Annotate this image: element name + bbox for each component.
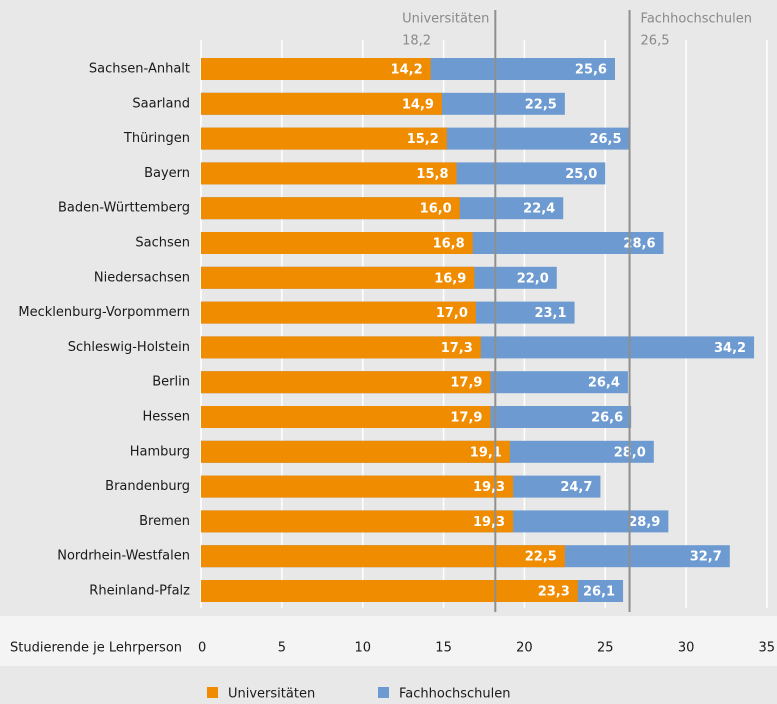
value-label: 16,9 bbox=[434, 271, 466, 286]
value-label: 17,0 bbox=[436, 306, 468, 321]
bar bbox=[201, 232, 473, 254]
category-label: Niedersachsen bbox=[94, 270, 190, 285]
value-label: 23,1 bbox=[534, 306, 566, 321]
legend-swatch bbox=[378, 687, 389, 698]
bar bbox=[201, 580, 578, 602]
value-label: 15,8 bbox=[416, 167, 448, 182]
value-label: 23,3 bbox=[538, 585, 570, 600]
reference-name: Universitäten bbox=[402, 12, 489, 27]
value-label: 14,2 bbox=[391, 63, 423, 78]
value-label: 22,4 bbox=[523, 202, 555, 217]
value-label: 16,0 bbox=[420, 202, 452, 217]
bar bbox=[201, 266, 475, 289]
value-label: 19,3 bbox=[473, 480, 505, 495]
bar bbox=[201, 58, 431, 80]
category-label: Mecklenburg-Vorpommern bbox=[18, 305, 190, 320]
value-label: 15,2 bbox=[407, 132, 439, 147]
x-axis-label: Studierende je Lehrperson bbox=[10, 641, 182, 656]
category-label: Nordrhein-Westfalen bbox=[57, 549, 190, 564]
value-label: 34,2 bbox=[714, 341, 746, 356]
x-tick-label: 20 bbox=[516, 641, 533, 656]
x-tick-label: 10 bbox=[354, 641, 371, 656]
reference-value: 26,5 bbox=[641, 34, 670, 49]
bar bbox=[201, 406, 491, 428]
bar bbox=[201, 92, 442, 115]
category-label: Saarland bbox=[132, 96, 190, 111]
category-label: Rheinland-Pfalz bbox=[89, 584, 190, 599]
bar bbox=[201, 127, 447, 150]
value-label: 16,8 bbox=[433, 237, 465, 252]
value-label: 22,0 bbox=[517, 271, 549, 286]
x-tick-label: 0 bbox=[198, 641, 206, 656]
bar bbox=[201, 475, 514, 498]
category-label: Bremen bbox=[139, 514, 190, 529]
category-label: Hamburg bbox=[130, 444, 190, 459]
reference-name: Fachhochschulen bbox=[641, 12, 752, 27]
value-label: 26,6 bbox=[591, 411, 623, 426]
value-label: 22,5 bbox=[525, 550, 557, 565]
category-label: Bayern bbox=[144, 166, 190, 181]
value-label: 25,6 bbox=[575, 63, 607, 78]
bar bbox=[201, 197, 460, 220]
value-label: 14,9 bbox=[402, 97, 434, 112]
value-label: 17,9 bbox=[450, 376, 482, 391]
x-tick-label: 15 bbox=[435, 641, 452, 656]
value-label: 22,5 bbox=[525, 97, 557, 112]
category-label: Brandenburg bbox=[105, 479, 190, 494]
legend-label: Universitäten bbox=[228, 687, 315, 702]
value-label: 24,7 bbox=[560, 480, 592, 495]
value-label: 26,4 bbox=[588, 376, 620, 391]
value-label: 17,3 bbox=[441, 341, 473, 356]
value-label: 28,6 bbox=[623, 237, 655, 252]
value-label: 17,9 bbox=[450, 411, 482, 426]
legend-label: Fachhochschulen bbox=[399, 687, 510, 702]
reference-value: 18,2 bbox=[402, 34, 431, 49]
value-label: 32,7 bbox=[690, 550, 722, 565]
bar bbox=[201, 162, 457, 185]
x-tick-label: 30 bbox=[678, 641, 695, 656]
value-label: 19,1 bbox=[470, 445, 502, 460]
bar bbox=[201, 440, 510, 463]
bar bbox=[201, 336, 481, 359]
bar bbox=[201, 545, 565, 568]
category-label: Hessen bbox=[142, 410, 190, 425]
category-label: Schleswig-Holstein bbox=[68, 340, 190, 355]
category-label: Thüringen bbox=[123, 131, 190, 146]
legend-swatch bbox=[207, 687, 218, 698]
x-tick-label: 5 bbox=[278, 641, 286, 656]
bar bbox=[201, 371, 491, 394]
value-label: 28,9 bbox=[628, 515, 660, 530]
value-label: 26,5 bbox=[589, 132, 621, 147]
category-label: Berlin bbox=[152, 375, 190, 390]
bar bbox=[201, 301, 476, 324]
value-label: 26,1 bbox=[583, 585, 615, 600]
value-label: 19,3 bbox=[473, 515, 505, 530]
axis-band bbox=[0, 616, 777, 666]
value-label: 25,0 bbox=[565, 167, 597, 182]
x-tick-label: 25 bbox=[597, 641, 614, 656]
category-label: Baden-Württemberg bbox=[58, 201, 190, 216]
category-label: Sachsen-Anhalt bbox=[89, 62, 190, 77]
category-label: Sachsen bbox=[135, 236, 190, 251]
bar bbox=[201, 510, 514, 533]
x-tick-label: 35 bbox=[758, 641, 775, 656]
